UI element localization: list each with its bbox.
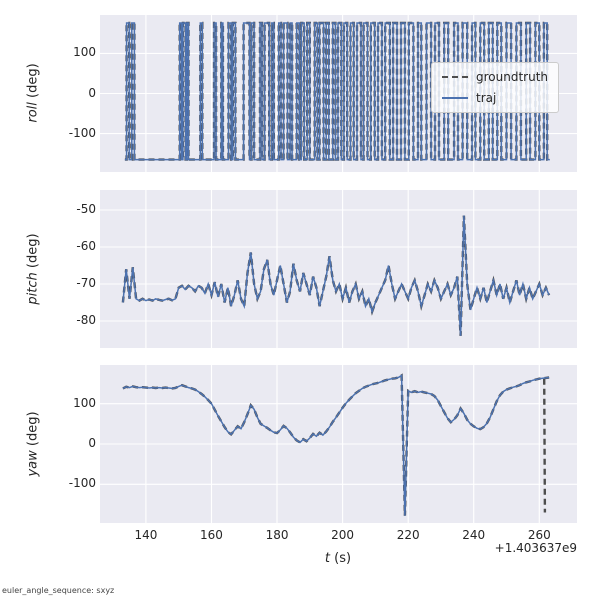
legend-label-groundtruth: groundtruth bbox=[476, 70, 549, 84]
y-tick-label: 100 bbox=[73, 45, 96, 60]
footer-note: euler_angle_sequence: sxyz bbox=[2, 586, 115, 595]
traj-series bbox=[122, 374, 550, 516]
x-axis-label: t (s) bbox=[298, 551, 378, 566]
yaw-axis-label: yaw (deg) bbox=[26, 364, 41, 524]
y-tick-label: -100 bbox=[68, 125, 96, 140]
pitch-plot-area bbox=[100, 190, 577, 348]
groundtruth-series bbox=[121, 215, 551, 336]
legend: groundtruth traj bbox=[431, 62, 560, 113]
y-tick-label: 100 bbox=[73, 395, 96, 410]
x-tick-label: 220 bbox=[396, 528, 420, 542]
groundtruth-series bbox=[122, 373, 550, 516]
pitch-axis-label-unit: (deg) bbox=[25, 233, 41, 273]
yaw-axis-label-unit: (deg) bbox=[25, 411, 41, 451]
y-tick-label: -100 bbox=[68, 476, 96, 491]
y-tick-label: -50 bbox=[76, 201, 96, 216]
traj-line-sample-icon bbox=[442, 97, 468, 99]
traj-series bbox=[124, 22, 550, 161]
x-tick-label: 240 bbox=[462, 528, 486, 542]
y-tick-label: -60 bbox=[76, 238, 96, 253]
yaw-axis-label-var: yaw bbox=[25, 450, 41, 477]
x-axis-offset-label: +1.403637e9 bbox=[494, 541, 577, 555]
legend-item-groundtruth: groundtruth bbox=[442, 70, 548, 84]
pitch-axis-label-var: pitch bbox=[25, 272, 41, 305]
yaw-plot-canvas bbox=[100, 365, 577, 523]
legend-item-traj: traj bbox=[442, 91, 548, 105]
y-tick-label: -70 bbox=[76, 275, 96, 290]
y-tick-label: 0 bbox=[88, 436, 96, 450]
roll-axis-label-unit: (deg) bbox=[25, 63, 41, 103]
groundtruth-line-sample-icon bbox=[442, 76, 468, 78]
roll-plot-canvas bbox=[100, 15, 577, 172]
x-axis-label-var: t bbox=[324, 551, 331, 566]
roll-axis-label-var: roll bbox=[25, 102, 41, 123]
y-tick-label: -80 bbox=[76, 312, 96, 327]
x-axis-label-unit: (s) bbox=[330, 551, 352, 566]
yaw-plot-area bbox=[100, 365, 577, 523]
x-tick-label: 160 bbox=[200, 528, 223, 542]
x-tick-label: 200 bbox=[331, 528, 355, 542]
roll-axis-label: roll (deg) bbox=[26, 13, 41, 173]
x-tick-label: 260 bbox=[527, 528, 551, 542]
x-tick-label: 140 bbox=[134, 528, 158, 542]
y-tick-label: 0 bbox=[88, 85, 96, 100]
x-tick-label: 180 bbox=[265, 528, 289, 542]
legend-label-traj: traj bbox=[476, 91, 497, 105]
traj-series bbox=[122, 215, 550, 336]
pitch-axis-label: pitch (deg) bbox=[26, 189, 41, 349]
pitch-plot-canvas bbox=[100, 190, 577, 348]
